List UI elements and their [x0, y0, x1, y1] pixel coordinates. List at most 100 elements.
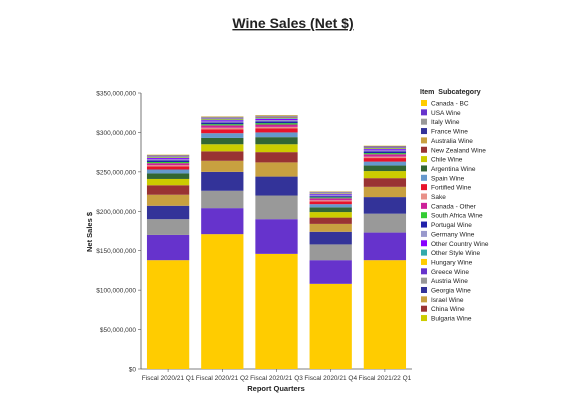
bar-segment	[201, 125, 244, 128]
legend-swatch	[421, 221, 427, 228]
legend-entry: Bulgaria Wine	[431, 316, 472, 323]
bar-segment	[309, 200, 352, 202]
chart-title: Wine Sales (Net $)	[232, 15, 353, 31]
bar-segment	[146, 205, 190, 220]
bar-segment	[201, 129, 244, 134]
bar-segment	[146, 155, 190, 157]
legend-entry: Austria Wine	[431, 278, 468, 285]
bar-segment	[255, 116, 298, 117]
bar-segment	[255, 116, 298, 118]
bar-segment	[309, 244, 352, 261]
legend-title: Item Subcategory	[420, 89, 481, 96]
bar-segment	[255, 124, 298, 127]
y-tick-label: $50,000,000	[100, 327, 137, 334]
legend-entry: Greece Wine	[431, 269, 469, 276]
legend-swatch	[421, 137, 427, 144]
bar-segment	[255, 121, 298, 124]
bar-segment	[309, 283, 352, 369]
y-tick-label: $200,000,000	[96, 209, 136, 216]
bar-segment	[255, 120, 298, 122]
y-tick-label: $0	[129, 367, 137, 374]
legend-swatch	[421, 109, 427, 116]
bar-segment	[146, 234, 190, 261]
bar-segment	[309, 196, 352, 198]
legend-entry: Fortified Wine	[431, 185, 471, 192]
legend-swatch	[421, 258, 427, 265]
y-tick-label: $150,000,000	[96, 248, 136, 255]
bar-segment	[363, 147, 407, 148]
bar-segment	[363, 151, 407, 154]
bar-segment	[201, 171, 244, 191]
bar-segment	[146, 160, 190, 162]
bar-segment	[363, 260, 407, 369]
legend-swatch	[421, 287, 427, 293]
x-axis-label: Report Quarters	[247, 384, 305, 393]
legend-entry: Hungary Wine	[431, 259, 473, 266]
y-tick-label: $300,000,000	[96, 130, 136, 137]
legend-swatch	[421, 249, 427, 256]
legend-swatch	[421, 268, 427, 275]
bar-segment	[255, 118, 298, 121]
bar-segment	[363, 154, 407, 157]
bar-segment	[363, 213, 407, 233]
bar-segment	[309, 231, 352, 245]
legend-swatch	[421, 118, 427, 125]
bar-segment	[201, 118, 244, 119]
legend-swatch	[421, 165, 427, 172]
bar-segment	[201, 160, 244, 172]
bar-segment	[146, 156, 190, 157]
bar-segment	[201, 118, 244, 120]
bar-segment	[363, 165, 407, 172]
bar-segment	[255, 126, 298, 129]
bar-segment	[201, 122, 244, 125]
bar-segment	[201, 127, 244, 130]
y-tick-label: $250,000,000	[96, 169, 136, 176]
bar-segment	[309, 223, 352, 232]
bar-segment	[146, 158, 190, 160]
legend-entry: South Africa Wine	[431, 213, 483, 220]
bar-segment	[255, 137, 298, 145]
bar-segment	[363, 197, 407, 214]
bar-segment	[363, 156, 407, 159]
bar-segment	[201, 137, 244, 145]
y-tick-label: $350,000,000	[96, 91, 136, 98]
bar-segment	[255, 176, 298, 196]
bar-segment	[201, 124, 244, 126]
bar-segment	[146, 219, 190, 235]
bar-segment	[255, 123, 298, 125]
bar-segment	[201, 151, 244, 161]
legend: Canada - BC USA Wine Italy Wine France Wine…	[421, 100, 489, 323]
legend-entry: Australia Wine	[431, 138, 473, 145]
legend-swatch	[421, 128, 427, 135]
bar-segment	[363, 171, 407, 179]
x-tick-label: Fiscal 2020/21 Q2	[196, 375, 249, 382]
legend-entry: New Zealand Wine	[431, 147, 486, 154]
x-tick-label: Fiscal 2020/21 Q1	[142, 375, 195, 382]
bar-segment	[146, 165, 190, 167]
legend-entry: China Wine	[431, 306, 465, 313]
bar-segment	[255, 144, 298, 153]
bar-segment	[255, 118, 298, 119]
x-tick-label: Fiscal 2021/22 Q1	[359, 375, 412, 382]
bar-segment	[146, 178, 190, 186]
bar-segment	[255, 253, 298, 369]
bar-segment	[363, 178, 407, 187]
bar-segment	[255, 162, 298, 177]
legend-entry: Chile Wine	[431, 157, 463, 164]
bar-segment	[255, 195, 298, 220]
bar-segment	[146, 157, 190, 159]
legend-swatch	[421, 100, 427, 106]
bar-segment	[201, 120, 244, 122]
bar-segment	[363, 158, 407, 162]
y-axis-label: Net Sales $	[85, 211, 94, 252]
legend-swatch	[421, 212, 427, 219]
bar-segment	[146, 159, 190, 161]
legend-entry: Italy Wine	[431, 119, 460, 126]
legend-entry: Georgia Wine	[431, 288, 471, 295]
legend-swatch	[421, 184, 427, 191]
legend-entry: Other Country Wine	[431, 241, 489, 248]
y-tick-label: $100,000,000	[96, 288, 136, 295]
bar-segment	[201, 144, 244, 152]
legend-swatch	[421, 305, 427, 312]
bar-segment	[309, 198, 352, 201]
